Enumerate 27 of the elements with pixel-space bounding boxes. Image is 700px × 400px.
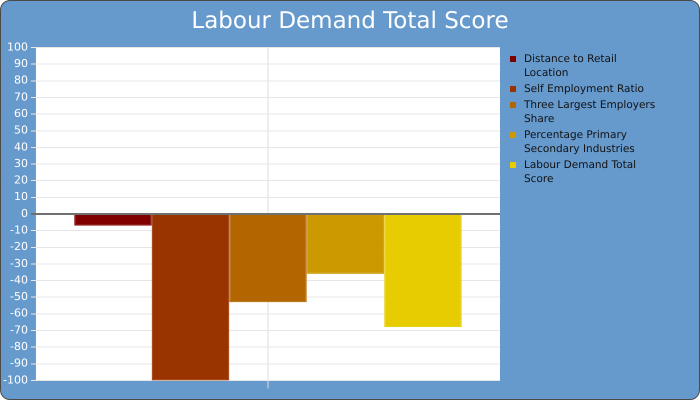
y-tick-label: -50: [10, 290, 28, 304]
y-tick-label: -30: [10, 256, 28, 270]
chart-title: Labour Demand Total Score: [190, 8, 510, 34]
legend-label: Three Largest Employers Share: [524, 98, 656, 126]
y-tick-label: 70: [14, 90, 28, 104]
y-tick-label: -40: [10, 273, 28, 286]
y-tick-label: 80: [14, 74, 28, 87]
y-tick-label: 10: [14, 190, 28, 204]
legend-label: Self Employment Ratio: [524, 82, 645, 96]
y-tick-label: 50: [14, 124, 28, 137]
y-tick-label: 100: [6, 40, 28, 54]
y-tick-label: 20: [14, 174, 28, 187]
y-tick-label: -80: [10, 340, 28, 353]
legend-label: Labour Demand Total Score: [524, 158, 638, 186]
y-tick-label: -90: [10, 356, 28, 370]
y-tick-label: -70: [10, 323, 28, 336]
y-tick-label: 90: [14, 57, 28, 70]
y-tick-label: -20: [10, 240, 28, 254]
y-tick-label: 0: [20, 206, 28, 220]
legend-label: Distance to Retail Location: [524, 52, 618, 80]
y-tick-label: -100: [2, 373, 28, 386]
y-tick-label: 40: [14, 140, 28, 154]
y-tick-label: -60: [10, 306, 28, 320]
y-tick-label: 60: [14, 107, 28, 120]
y-tick-label: -10: [10, 224, 28, 236]
legend-label: Percentage Primary Secondary Industries: [524, 128, 636, 156]
y-tick-label: 30: [14, 156, 28, 170]
